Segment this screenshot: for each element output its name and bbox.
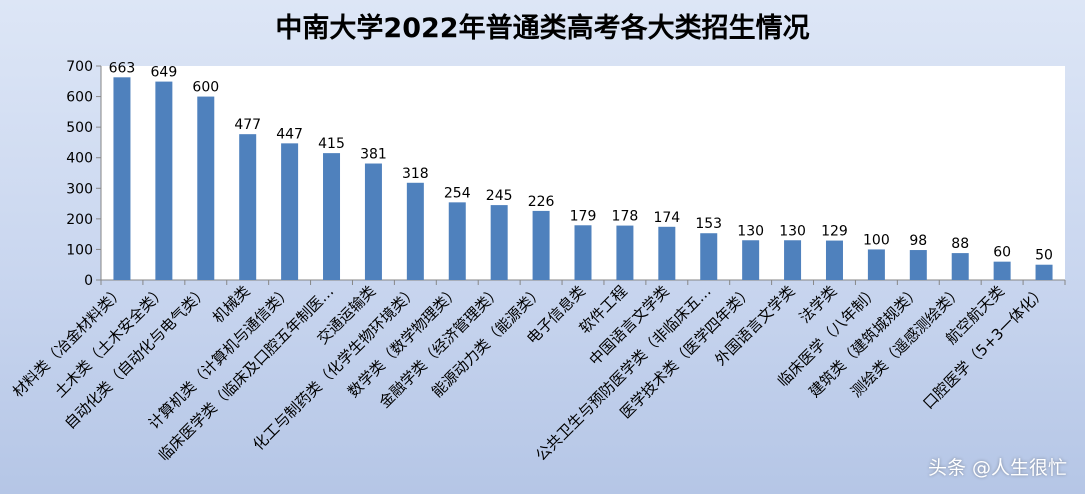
data-label: 663 (109, 60, 136, 76)
bar (700, 233, 718, 280)
y-tick-label: 600 (66, 90, 93, 106)
bar (658, 226, 676, 280)
data-label: 88 (951, 236, 969, 252)
bar (532, 210, 550, 280)
bar (490, 205, 508, 280)
watermark: 头条 @人生很忙 (927, 457, 1067, 479)
data-label: 179 (570, 208, 597, 224)
data-label: 130 (779, 223, 806, 239)
bar (616, 225, 634, 280)
bar (1035, 264, 1053, 280)
data-label: 60 (993, 245, 1011, 261)
bar (784, 240, 802, 280)
chart-title: 中南大学2022年普通类高考各大类招生情况 (275, 13, 810, 44)
data-label: 477 (234, 117, 261, 133)
data-label: 447 (276, 126, 303, 142)
y-tick-label: 500 (66, 120, 93, 136)
bar (323, 153, 341, 280)
bar (909, 250, 927, 280)
data-label: 130 (737, 223, 764, 239)
data-label: 254 (444, 185, 471, 201)
data-label: 129 (821, 224, 848, 240)
y-tick-label: 0 (84, 273, 93, 289)
y-tick-label: 100 (66, 242, 93, 258)
data-label: 649 (151, 65, 178, 81)
data-label: 318 (402, 166, 429, 182)
y-tick-label: 700 (66, 59, 93, 75)
data-label: 50 (1035, 248, 1053, 264)
data-label: 415 (318, 136, 345, 152)
data-label: 153 (695, 216, 722, 232)
y-tick-label: 200 (66, 212, 93, 228)
bar (574, 225, 592, 280)
y-tick-label: 300 (66, 181, 93, 197)
bar (825, 240, 843, 280)
data-label: 600 (192, 80, 219, 96)
bar (113, 77, 131, 280)
bar (155, 81, 173, 280)
data-label: 100 (863, 232, 890, 248)
bar (281, 143, 299, 280)
bar (364, 163, 382, 280)
bar (993, 261, 1011, 280)
y-tick-label: 400 (66, 151, 93, 167)
data-label: 178 (612, 209, 639, 225)
bar (951, 253, 969, 280)
data-label: 245 (486, 188, 513, 204)
data-label: 174 (653, 210, 680, 226)
bar (239, 134, 257, 280)
bar (406, 182, 424, 280)
bar (197, 96, 215, 280)
data-label: 381 (360, 147, 387, 163)
bar (448, 202, 466, 280)
data-label: 226 (528, 194, 555, 210)
bar (742, 240, 760, 280)
data-label: 98 (909, 233, 927, 249)
bar (867, 249, 885, 280)
